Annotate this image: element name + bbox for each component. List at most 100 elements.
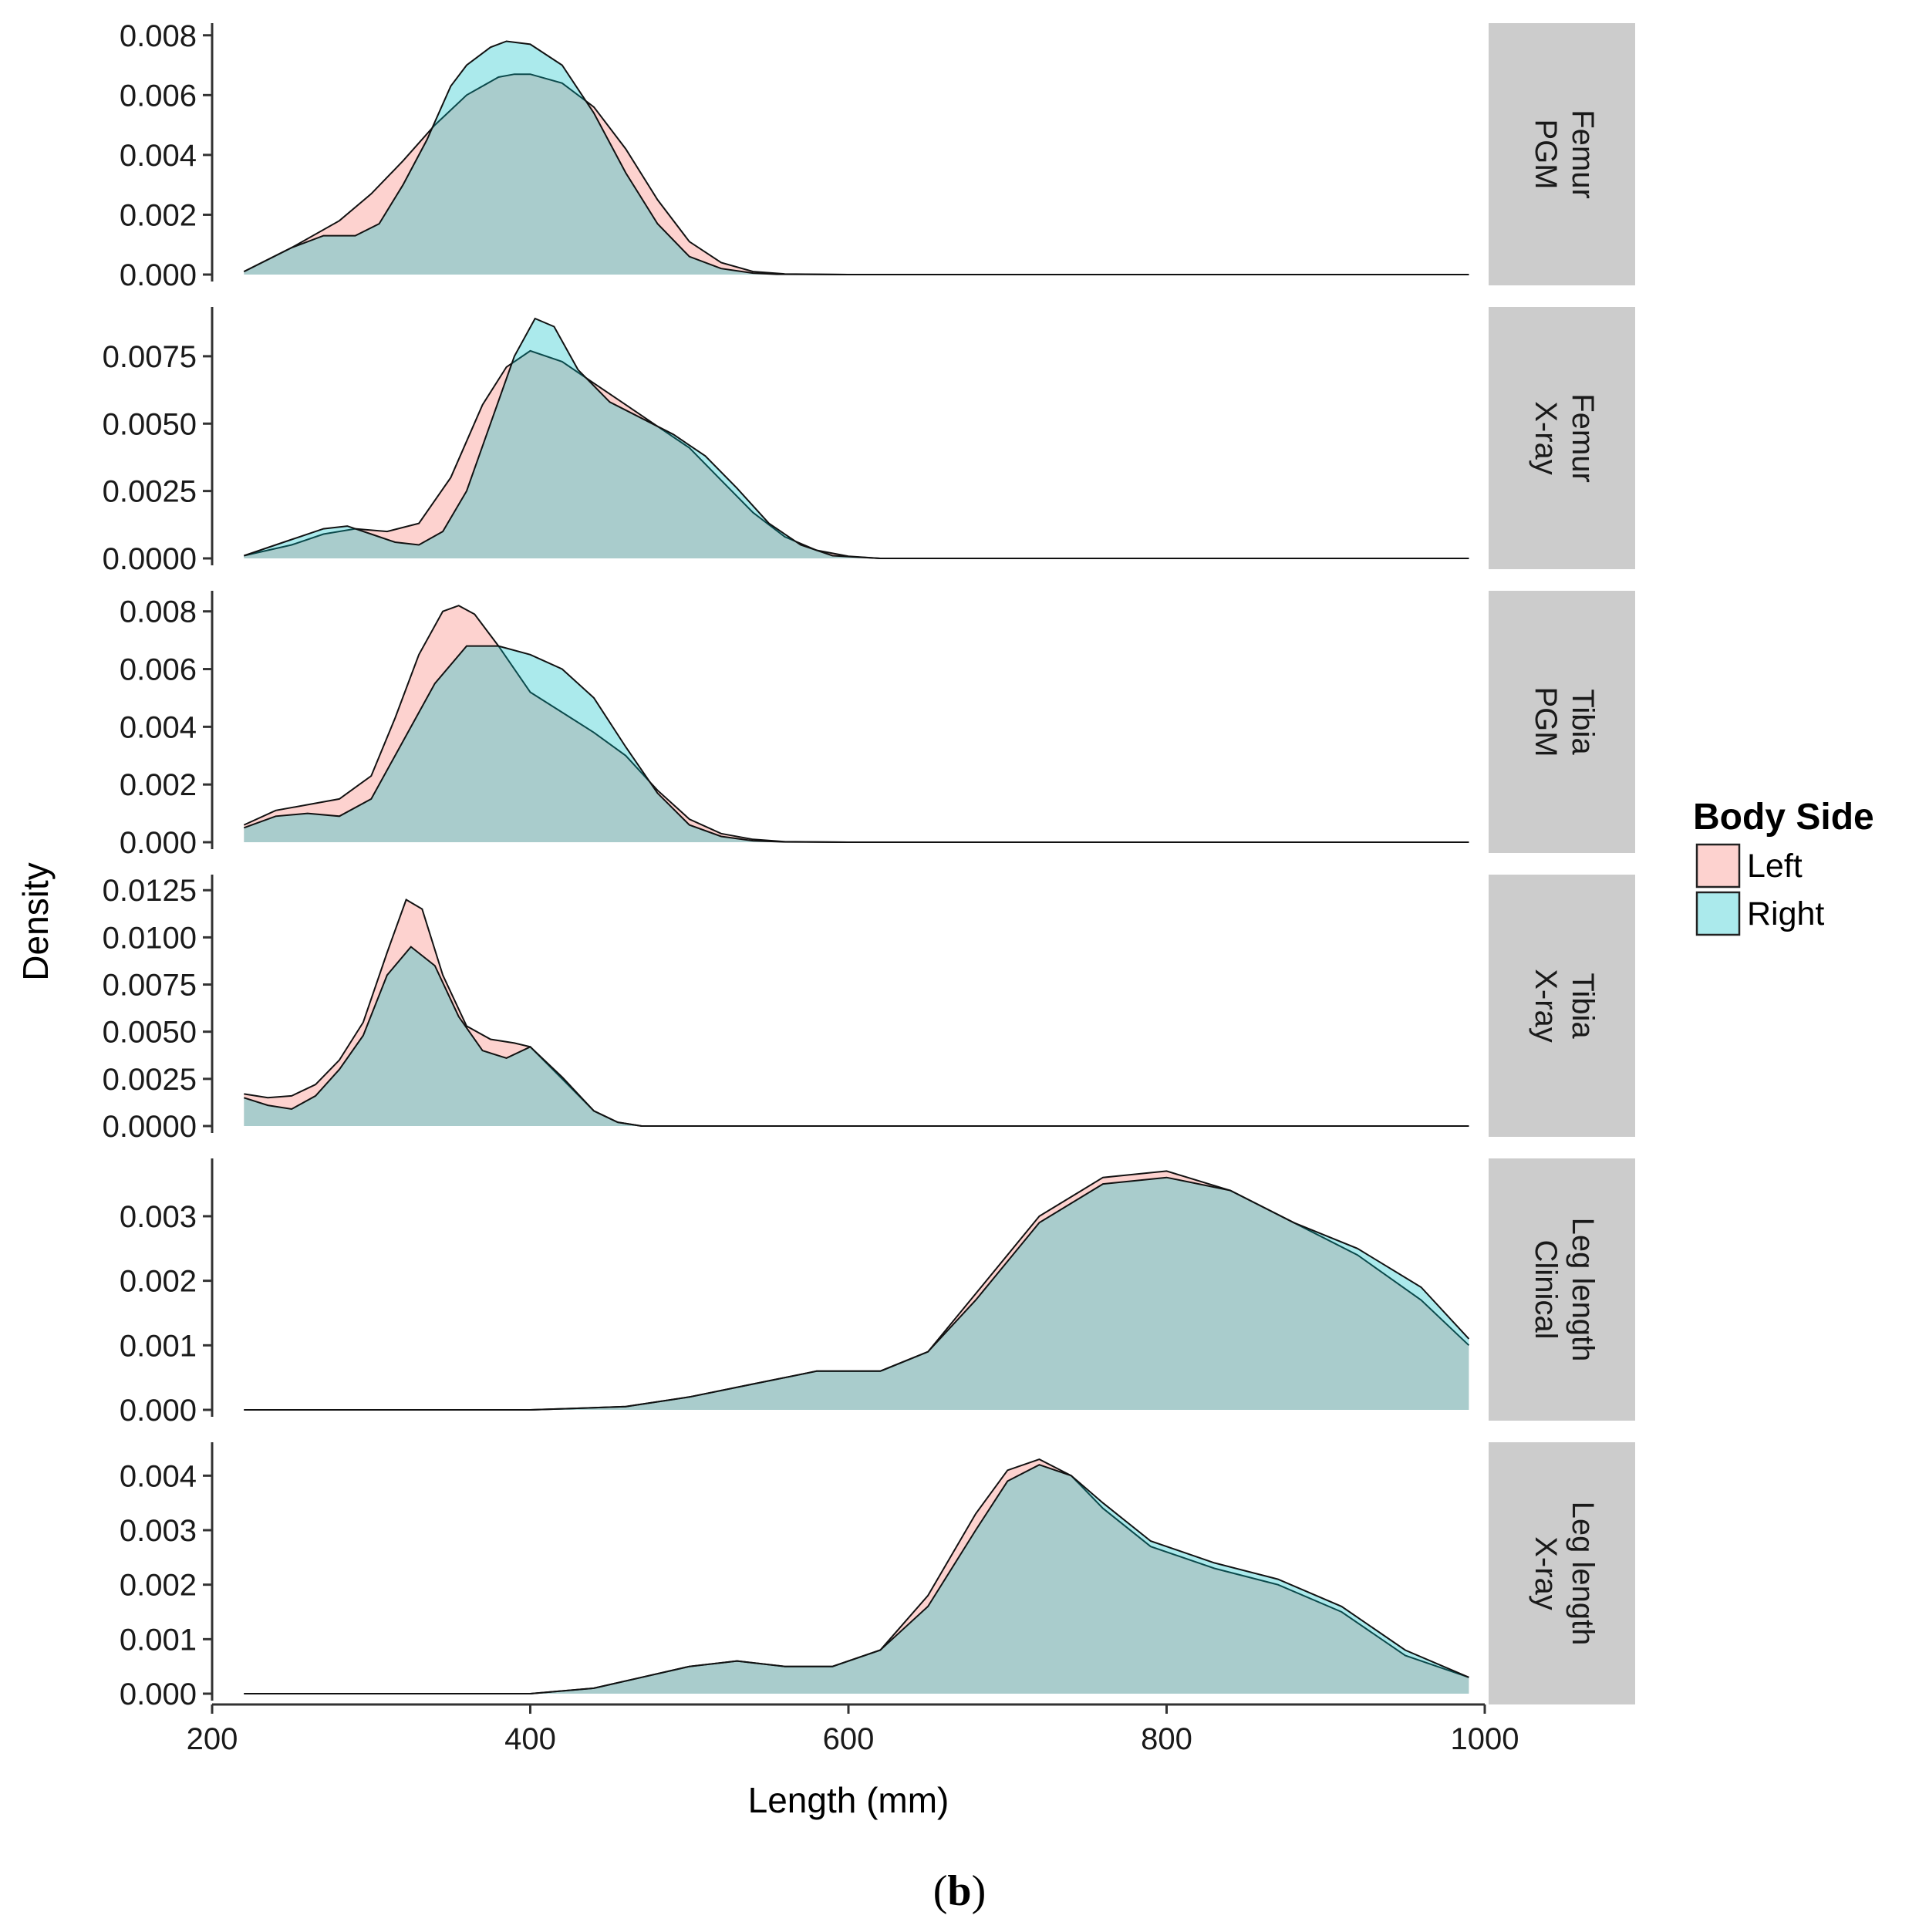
legend-label-right: Right <box>1747 895 1824 932</box>
facet-strip <box>1489 591 1635 853</box>
facet-strip <box>1489 23 1635 285</box>
facet-strip-label: FemurX-ray <box>1529 393 1600 483</box>
y-tick-label: 0.000 <box>120 258 197 292</box>
y-tick-label: 0.006 <box>120 653 197 687</box>
y-tick-label: 0.001 <box>120 1329 197 1363</box>
density-line-right <box>243 40 1469 275</box>
facet-panel: 0.000 0.002 0.004 0.006 0.008 FemurPGM <box>120 19 1635 292</box>
y-tick-label: 0.001 <box>120 1623 197 1657</box>
facet-strip-label: FemurPGM <box>1529 110 1600 199</box>
y-tick-label: 0.003 <box>120 1200 197 1234</box>
strip-label-line-2: PGM <box>1529 119 1563 189</box>
y-tick-label: 0.0000 <box>103 542 197 576</box>
legend: Body Side Left Right <box>1693 797 1874 936</box>
caption-letter: b <box>947 1867 971 1915</box>
legend-swatch-left <box>1695 843 1741 888</box>
facet-strip <box>1489 1442 1635 1704</box>
density-line-right <box>243 317 1469 559</box>
y-tick-label: 0.000 <box>120 826 197 860</box>
facet-strip-label: Leg lengthX-ray <box>1529 1502 1600 1646</box>
legend-label-left: Left <box>1747 848 1803 885</box>
y-tick-label: 0.004 <box>120 710 197 744</box>
x-tick-label: 800 <box>1141 1722 1192 1756</box>
y-tick-label: 0.0025 <box>103 475 197 509</box>
strip-label-line-2: X-ray <box>1529 401 1563 475</box>
facet-panel: 0.0000 0.0025 0.0050 0.0075 FemurX-ray <box>103 307 1635 576</box>
density-line-right <box>243 645 1469 843</box>
x-axis-title: Length (mm) <box>748 1780 949 1820</box>
facet-panel: 0.000 0.002 0.004 0.006 0.008 TibiaPGM <box>120 591 1635 860</box>
y-tick-label: 0.000 <box>120 1394 197 1428</box>
facet-strip <box>1489 307 1635 569</box>
y-tick-label: 0.002 <box>120 198 197 232</box>
y-tick-label: 0.0000 <box>103 1110 197 1144</box>
density-area-left <box>244 1459 1469 1694</box>
density-line-right <box>244 1176 1470 1411</box>
strip-label-line-2: PGM <box>1529 686 1563 757</box>
facet-strip <box>1489 875 1635 1137</box>
facet-strip-label: Leg lengthClinical <box>1529 1218 1600 1362</box>
y-axis-title: Density <box>15 862 56 980</box>
y-tick-label: 0.0025 <box>103 1063 197 1097</box>
y-tick-label: 0.000 <box>120 1677 197 1711</box>
facet-strip-label: TibiaPGM <box>1529 686 1600 757</box>
y-tick-label: 0.002 <box>120 1265 197 1299</box>
density-area-left <box>244 74 1469 275</box>
y-tick-label: 0.0050 <box>103 1016 197 1050</box>
facet-strip <box>1489 1158 1635 1421</box>
x-tick-label: 1000 <box>1451 1722 1519 1756</box>
y-tick-label: 0.0125 <box>103 874 197 908</box>
y-tick-label: 0.0100 <box>103 921 197 955</box>
y-tick-label: 0.0050 <box>103 407 197 441</box>
x-axis: 200 400 600 800 1000 <box>187 1703 1519 1756</box>
density-area-right <box>244 646 1469 842</box>
strip-label-line-2: X-ray <box>1529 1536 1563 1610</box>
x-tick-label: 400 <box>504 1722 556 1756</box>
density-area-left <box>244 350 1469 558</box>
y-tick-label: 0.008 <box>120 19 197 53</box>
x-tick-label: 600 <box>823 1722 875 1756</box>
y-tick-label: 0.008 <box>120 595 197 629</box>
strip-label-line-2: X-ray <box>1529 969 1563 1043</box>
density-area-right <box>244 319 1469 558</box>
legend-items: Left Right <box>1695 843 1824 936</box>
facet-strip-label: TibiaX-ray <box>1529 969 1600 1043</box>
y-tick-label: 0.002 <box>120 1569 197 1603</box>
y-tick-label: 0.006 <box>120 79 197 113</box>
chart-panels: 0.0000.0020.0040.0060.008FemurPGM0.00000… <box>103 19 1635 1711</box>
facet-panel: 0.000 0.001 0.002 0.003 0.004 Leg lengthX-ray <box>120 1442 1635 1711</box>
y-tick-label: 0.004 <box>120 1459 197 1493</box>
caption-paren-close: ) <box>972 1867 986 1915</box>
caption-paren-open: ( <box>933 1867 948 1915</box>
strip-label-line-1: Tibia <box>1566 973 1600 1039</box>
y-tick-label: 0.002 <box>120 768 197 802</box>
y-tick-label: 0.004 <box>120 139 197 173</box>
strip-label-line-1: Leg length <box>1566 1502 1600 1646</box>
density-line-left <box>243 605 1469 843</box>
strip-label-line-1: Femur <box>1566 393 1600 483</box>
density-area-left <box>244 899 1469 1126</box>
density-line-right <box>244 1464 1469 1694</box>
facet-panel: 0.0000 0.0025 0.0050 0.0075 0.0100 0.0125 Tibi… <box>103 874 1635 1144</box>
strip-label-line-1: Femur <box>1566 110 1600 199</box>
density-area-left <box>244 1171 1469 1410</box>
density-line-left <box>243 73 1469 275</box>
density-area-right <box>244 1177 1469 1410</box>
strip-label-line-1: Leg length <box>1566 1218 1600 1362</box>
density-area-left <box>244 605 1469 842</box>
figure-caption: (b) <box>933 1867 986 1915</box>
density-area-right <box>244 1465 1469 1694</box>
y-tick-label: 0.0075 <box>103 969 197 1003</box>
y-tick-label: 0.003 <box>120 1514 197 1548</box>
legend-swatch-right <box>1695 891 1741 936</box>
strip-label-line-1: Tibia <box>1566 689 1600 755</box>
x-tick-label: 200 <box>187 1722 238 1756</box>
y-tick-label: 0.0075 <box>103 340 197 374</box>
density-area-right <box>244 946 1469 1126</box>
density-line-right <box>243 946 1469 1127</box>
legend-title: Body Side <box>1693 797 1874 838</box>
strip-label-line-2: Clinical <box>1529 1240 1563 1340</box>
density-line-left <box>244 349 1469 559</box>
facet-panel: 0.000 0.001 0.002 0.003 Leg lengthClinical <box>120 1158 1635 1428</box>
